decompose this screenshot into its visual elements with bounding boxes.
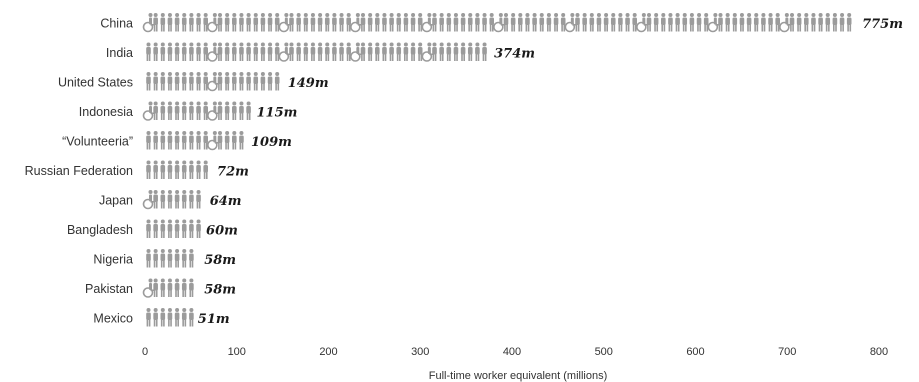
bar [146, 249, 194, 268]
bar-row: Mexico 51m [93, 308, 230, 327]
chart-rows: China 775m India 374m United States 149m Indon… [25, 13, 903, 327]
bar-row: China 775m [100, 13, 903, 33]
bar [146, 72, 280, 92]
bar-row: Indonesia 115m [79, 101, 298, 121]
bar-row: Nigeria 58m [93, 249, 236, 268]
bar [146, 308, 194, 327]
category-label: Bangladesh [67, 223, 133, 237]
x-tick-label: 500 [595, 346, 613, 358]
x-tick-label: 200 [319, 346, 337, 358]
bar-row: Pakistan 58m [85, 278, 236, 298]
value-label: 115m [257, 106, 298, 121]
x-tick-label: 400 [503, 346, 521, 358]
bar-row: India 374m [106, 42, 535, 62]
bar [142, 13, 852, 33]
category-label: “Volunteeria” [62, 135, 133, 149]
x-tick-label: 600 [686, 346, 704, 358]
category-label: Russian Federation [25, 164, 133, 178]
value-label: 51m [198, 312, 230, 327]
bar [146, 219, 201, 238]
category-label: China [100, 17, 133, 31]
bar [146, 160, 208, 179]
value-label: 149m [288, 76, 329, 91]
bar-row: Japan 64m [99, 190, 242, 210]
x-tick-label: 700 [778, 346, 796, 358]
bar [142, 190, 201, 210]
category-label: Indonesia [79, 105, 133, 119]
value-label: 60m [206, 224, 238, 239]
value-label: 58m [204, 283, 236, 298]
category-label: Japan [99, 194, 133, 208]
bar [142, 101, 251, 121]
value-label: 72m [217, 165, 249, 180]
category-label: India [106, 46, 133, 60]
value-label: 58m [204, 253, 236, 268]
category-label: United States [58, 76, 133, 90]
bar-row: United States 149m [58, 72, 329, 92]
x-tick-label: 800 [870, 346, 888, 358]
x-tick-label: 300 [411, 346, 429, 358]
category-label: Pakistan [85, 282, 133, 296]
value-label: 64m [210, 194, 242, 209]
bar [146, 131, 244, 151]
value-label: 109m [251, 135, 292, 150]
value-label: 775m [862, 17, 903, 32]
x-axis-title: Full-time worker equivalent (millions) [429, 370, 608, 382]
x-tick-label: 0 [142, 346, 148, 358]
category-label: Nigeria [93, 253, 133, 267]
bar-row: Russian Federation 72m [25, 160, 249, 180]
bar-row: Bangladesh 60m [67, 219, 238, 239]
category-label: Mexico [93, 312, 133, 326]
value-label: 374m [494, 47, 535, 62]
x-axis: 0 100 200 300 400 500 600 700 800 [142, 346, 888, 358]
bar [146, 42, 487, 62]
x-tick-label: 100 [228, 346, 246, 358]
bar [142, 278, 194, 298]
bar-row: “Volunteeria” 109m [62, 131, 292, 151]
